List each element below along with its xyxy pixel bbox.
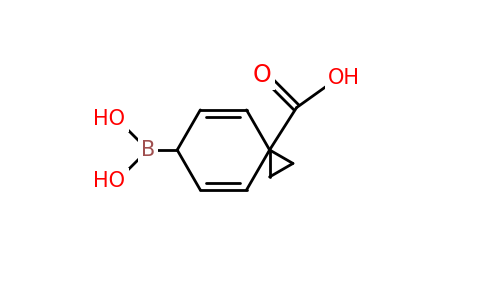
Text: B: B — [141, 140, 155, 160]
Text: HO: HO — [93, 109, 125, 129]
Text: OH: OH — [328, 68, 360, 88]
Text: O: O — [253, 62, 272, 86]
Text: HO: HO — [93, 171, 125, 191]
